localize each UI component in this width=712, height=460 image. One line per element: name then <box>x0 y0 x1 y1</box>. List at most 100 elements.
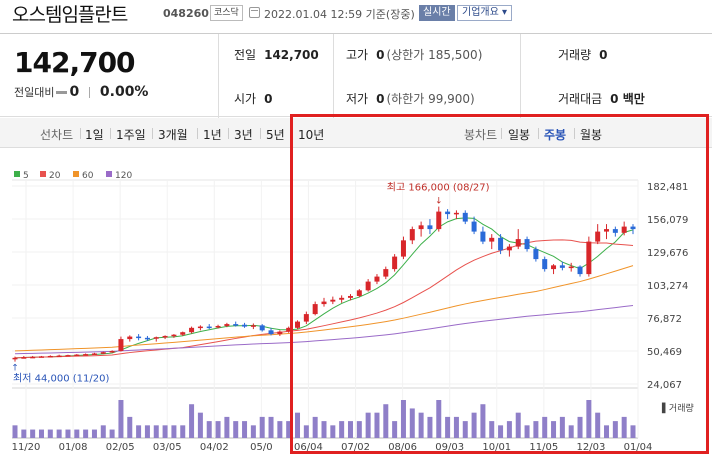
candle-body <box>180 332 186 335</box>
tab-3year[interactable]: 3년 <box>234 128 253 142</box>
tab-1year[interactable]: 1년 <box>203 128 222 142</box>
candle-body <box>400 240 406 257</box>
candle-body <box>12 357 18 360</box>
candle-body <box>47 355 53 358</box>
stock-header: 오스템임플란트 048260 코스닥 2022.01.04 12:59 기준(장… <box>0 0 712 28</box>
volume-bar <box>506 421 512 438</box>
y-tick-label: 103,274 <box>647 281 688 292</box>
tab-monthly[interactable]: 월봉 <box>580 128 603 142</box>
volume-bar <box>480 404 486 438</box>
change-value: 0 <box>69 84 80 100</box>
volume-bar <box>286 421 292 438</box>
candlestick-chart: 5 20 60 120 182,481 156,079 129,676 103,274 76,8… <box>11 171 694 453</box>
volume-bar <box>65 429 71 438</box>
candle-body <box>250 325 256 327</box>
low-arrow-icon: ↑ <box>11 364 19 374</box>
low-annotation: 최저 44,000 (11/20) <box>13 373 109 385</box>
candle-body <box>312 304 318 315</box>
volume-bar <box>74 429 80 438</box>
flat-icon <box>56 91 68 94</box>
candle-body <box>612 229 618 233</box>
volume-bar <box>383 404 389 438</box>
high-annotation: 최고 166,000 (08/27) <box>387 182 490 194</box>
company-info-dropdown[interactable]: 기업개요 ▾ <box>457 5 512 21</box>
volume-label: ▌거래량 <box>661 402 694 414</box>
tab-10year[interactable]: 10년 <box>298 128 325 142</box>
legend-swatch-2 <box>73 171 79 177</box>
x-tick-label: 12/03 <box>577 442 606 453</box>
realtime-button[interactable]: 실시간 <box>419 5 455 21</box>
candle-body <box>91 353 97 355</box>
candle-body <box>303 314 309 322</box>
volume-bar <box>277 421 283 438</box>
candle-body <box>524 239 530 250</box>
volume-bar <box>83 429 89 438</box>
market-badge: 코스닥 <box>210 5 243 21</box>
volume-bar <box>295 412 301 438</box>
volume-bar <box>162 425 168 438</box>
divider <box>218 34 219 118</box>
candle-body <box>568 266 574 269</box>
tab-3month[interactable]: 3개월 <box>158 128 188 142</box>
candle-body <box>356 290 362 296</box>
volume-bar <box>197 412 203 438</box>
tab-5year[interactable]: 5년 <box>266 128 285 142</box>
volume-bar <box>551 421 557 438</box>
tab-daily[interactable]: 일봉 <box>508 128 531 142</box>
candle-body <box>604 229 610 232</box>
volume-bar <box>577 416 583 438</box>
candle-body <box>418 225 424 230</box>
candle-body <box>436 211 442 230</box>
trade-volume: 거래량 0 <box>558 48 608 62</box>
volume-bar <box>109 429 115 438</box>
volume-bar <box>542 416 548 438</box>
tab-1day[interactable]: 1일 <box>85 128 104 142</box>
y-tick-label: 182,481 <box>647 182 688 193</box>
candle-body <box>38 356 44 358</box>
legend-swatch-3 <box>106 171 112 177</box>
volume-bar <box>586 400 592 438</box>
volume-bar <box>330 425 336 438</box>
candle-body <box>233 324 239 326</box>
candle-body <box>542 259 548 270</box>
tab-line-chart[interactable]: 선차트 <box>40 128 74 142</box>
volume-bar <box>612 421 618 438</box>
volume-bar <box>56 429 62 438</box>
candle-body <box>621 226 627 233</box>
stock-code: 048260 <box>163 7 209 20</box>
volume-bar <box>498 425 504 438</box>
volume-bar <box>100 425 106 438</box>
volume-bar <box>604 425 610 438</box>
candle-body <box>144 337 150 340</box>
candle-body <box>365 281 371 291</box>
candle-body <box>153 337 159 339</box>
trade-amount: 거래대금 0 백만 <box>558 92 645 106</box>
volume-bar <box>347 421 353 438</box>
tab-weekly[interactable]: 주봉 <box>544 128 567 142</box>
tab-candle-chart[interactable]: 봉차트 <box>464 128 498 142</box>
candle-body <box>462 212 468 222</box>
y-tick-label: 129,676 <box>647 248 688 259</box>
volume-bar <box>171 425 177 438</box>
tab-1week[interactable]: 1주일 <box>116 128 146 142</box>
candle-body <box>286 327 292 332</box>
quote-datetime: 2022.01.04 12:59 기준(장중) <box>264 8 415 21</box>
legend-label-0: 5 <box>23 171 29 181</box>
volume-bar <box>189 404 195 438</box>
y-tick-label: 156,079 <box>647 215 688 226</box>
candle-body <box>74 354 80 357</box>
candle-body <box>197 326 203 329</box>
candle-body <box>409 229 415 241</box>
candle-body <box>30 356 36 359</box>
volume-bar <box>462 421 468 438</box>
volume-bar <box>418 412 424 438</box>
candle-body <box>551 265 557 270</box>
candle-body <box>162 335 168 338</box>
volume-bar <box>392 421 398 438</box>
candle-body <box>595 231 601 242</box>
x-tick-label: 11/05 <box>529 442 558 453</box>
volume-bar <box>30 429 36 438</box>
volume-bar <box>427 416 433 438</box>
divider <box>333 34 334 118</box>
x-tick-label: 01/08 <box>59 442 88 453</box>
